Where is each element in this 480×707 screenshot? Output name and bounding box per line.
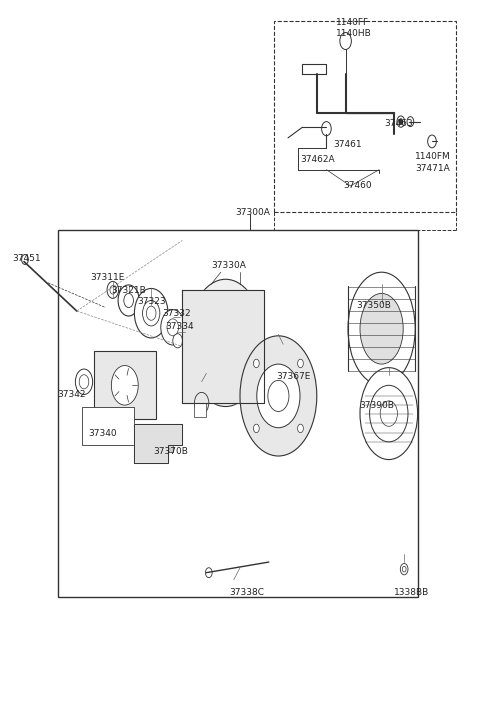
Circle shape xyxy=(118,285,139,316)
Circle shape xyxy=(399,119,403,124)
Text: 37323: 37323 xyxy=(137,297,166,305)
Circle shape xyxy=(257,364,300,428)
Circle shape xyxy=(268,380,289,411)
Circle shape xyxy=(397,116,405,127)
Circle shape xyxy=(194,392,209,414)
Text: 37350B: 37350B xyxy=(356,301,391,310)
Ellipse shape xyxy=(360,368,418,460)
Text: 37321B: 37321B xyxy=(111,286,146,295)
Text: 37342: 37342 xyxy=(58,390,86,399)
Bar xyxy=(194,403,206,417)
Ellipse shape xyxy=(348,272,415,385)
Circle shape xyxy=(253,424,259,433)
Circle shape xyxy=(298,424,303,433)
Text: 1140FM: 1140FM xyxy=(415,153,451,161)
Circle shape xyxy=(75,369,93,395)
Polygon shape xyxy=(134,424,182,463)
Circle shape xyxy=(173,334,182,348)
Text: 37460: 37460 xyxy=(343,181,372,189)
Text: 37338C: 37338C xyxy=(229,588,264,597)
Text: 1338BB: 1338BB xyxy=(394,588,429,597)
Bar xyxy=(94,351,156,419)
Bar xyxy=(82,407,134,445)
Text: 37462A: 37462A xyxy=(300,155,335,163)
Ellipse shape xyxy=(360,293,403,364)
Circle shape xyxy=(340,33,351,49)
Bar xyxy=(58,230,418,597)
Circle shape xyxy=(22,255,28,264)
Text: 37370B: 37370B xyxy=(154,447,189,455)
Circle shape xyxy=(428,135,436,148)
Circle shape xyxy=(134,288,168,338)
Circle shape xyxy=(124,293,133,308)
Circle shape xyxy=(380,401,397,426)
Circle shape xyxy=(298,359,303,368)
Circle shape xyxy=(111,366,138,405)
Circle shape xyxy=(197,300,254,385)
Ellipse shape xyxy=(240,336,317,456)
Circle shape xyxy=(253,359,259,368)
Bar xyxy=(142,435,156,452)
Text: 1140HB: 1140HB xyxy=(336,30,372,38)
Text: 37311E: 37311E xyxy=(90,274,125,282)
Text: 37471A: 37471A xyxy=(415,164,450,173)
Circle shape xyxy=(167,319,179,336)
Circle shape xyxy=(110,286,116,294)
Text: 37451: 37451 xyxy=(12,254,41,262)
Text: 37390B: 37390B xyxy=(359,401,394,409)
Circle shape xyxy=(402,566,406,572)
Circle shape xyxy=(107,281,119,298)
Text: 37340: 37340 xyxy=(88,429,117,438)
Text: 1140FF: 1140FF xyxy=(336,18,369,27)
Circle shape xyxy=(146,306,156,320)
Polygon shape xyxy=(182,290,264,403)
Text: 37330A: 37330A xyxy=(211,261,246,269)
Text: 37463: 37463 xyxy=(384,119,413,128)
Bar xyxy=(274,21,456,212)
Text: 37367E: 37367E xyxy=(276,372,311,380)
Circle shape xyxy=(143,300,160,326)
Circle shape xyxy=(161,310,185,345)
Text: 37334: 37334 xyxy=(166,322,194,331)
Circle shape xyxy=(209,318,242,368)
Bar xyxy=(161,437,173,452)
Circle shape xyxy=(407,117,414,127)
Circle shape xyxy=(79,375,89,389)
Circle shape xyxy=(205,568,212,578)
Circle shape xyxy=(370,385,408,442)
Text: 37300A: 37300A xyxy=(235,208,270,216)
Text: 37461: 37461 xyxy=(334,141,362,149)
Circle shape xyxy=(322,122,331,136)
Text: 37332: 37332 xyxy=(162,309,191,317)
Ellipse shape xyxy=(187,279,264,407)
Circle shape xyxy=(400,563,408,575)
